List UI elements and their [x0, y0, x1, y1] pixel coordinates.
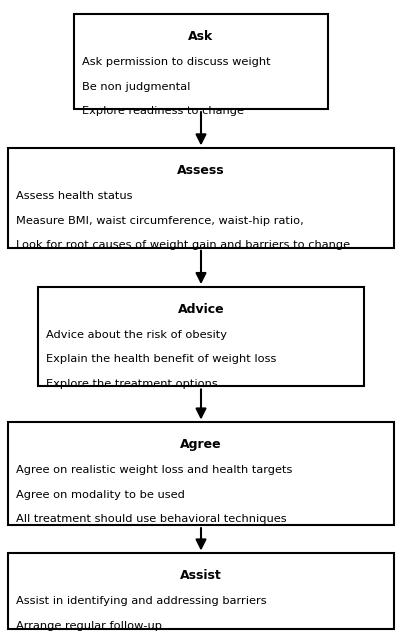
Text: Explore the treatment options: Explore the treatment options: [46, 379, 217, 389]
Text: Advice about the risk of obesity: Advice about the risk of obesity: [46, 330, 227, 340]
FancyArrowPatch shape: [196, 250, 205, 282]
FancyArrowPatch shape: [196, 528, 205, 548]
Text: Ask: Ask: [188, 30, 213, 43]
Bar: [38, 287, 363, 386]
Text: Assist: Assist: [180, 569, 221, 582]
Text: Agree on modality to be used: Agree on modality to be used: [16, 490, 184, 500]
Text: Agree: Agree: [180, 438, 221, 451]
Text: Ask permission to discuss weight: Ask permission to discuss weight: [82, 57, 270, 67]
Text: Explain the health benefit of weight loss: Explain the health benefit of weight los…: [46, 354, 276, 365]
Text: Advice: Advice: [177, 303, 224, 316]
FancyArrowPatch shape: [196, 389, 205, 417]
Bar: [8, 422, 393, 525]
Bar: [8, 148, 393, 248]
Text: All treatment should use behavioral techniques: All treatment should use behavioral tech…: [16, 514, 286, 525]
Text: Assess health status: Assess health status: [16, 191, 132, 202]
Text: Be non judgmental: Be non judgmental: [82, 82, 190, 92]
Text: Assist in identifying and addressing barriers: Assist in identifying and addressing bar…: [16, 596, 266, 607]
Text: Measure BMI, waist circumference, waist-hip ratio,: Measure BMI, waist circumference, waist-…: [16, 216, 303, 226]
Text: Look for root causes of weight gain and barriers to change: Look for root causes of weight gain and …: [16, 240, 349, 250]
Bar: [74, 14, 327, 109]
FancyArrowPatch shape: [196, 112, 205, 143]
Text: Arrange regular follow-up: Arrange regular follow-up: [16, 621, 162, 631]
Text: Explore readiness to change: Explore readiness to change: [82, 106, 244, 116]
Bar: [8, 553, 393, 629]
Text: Agree on realistic weight loss and health targets: Agree on realistic weight loss and healt…: [16, 465, 292, 476]
Text: Assess: Assess: [177, 164, 224, 177]
